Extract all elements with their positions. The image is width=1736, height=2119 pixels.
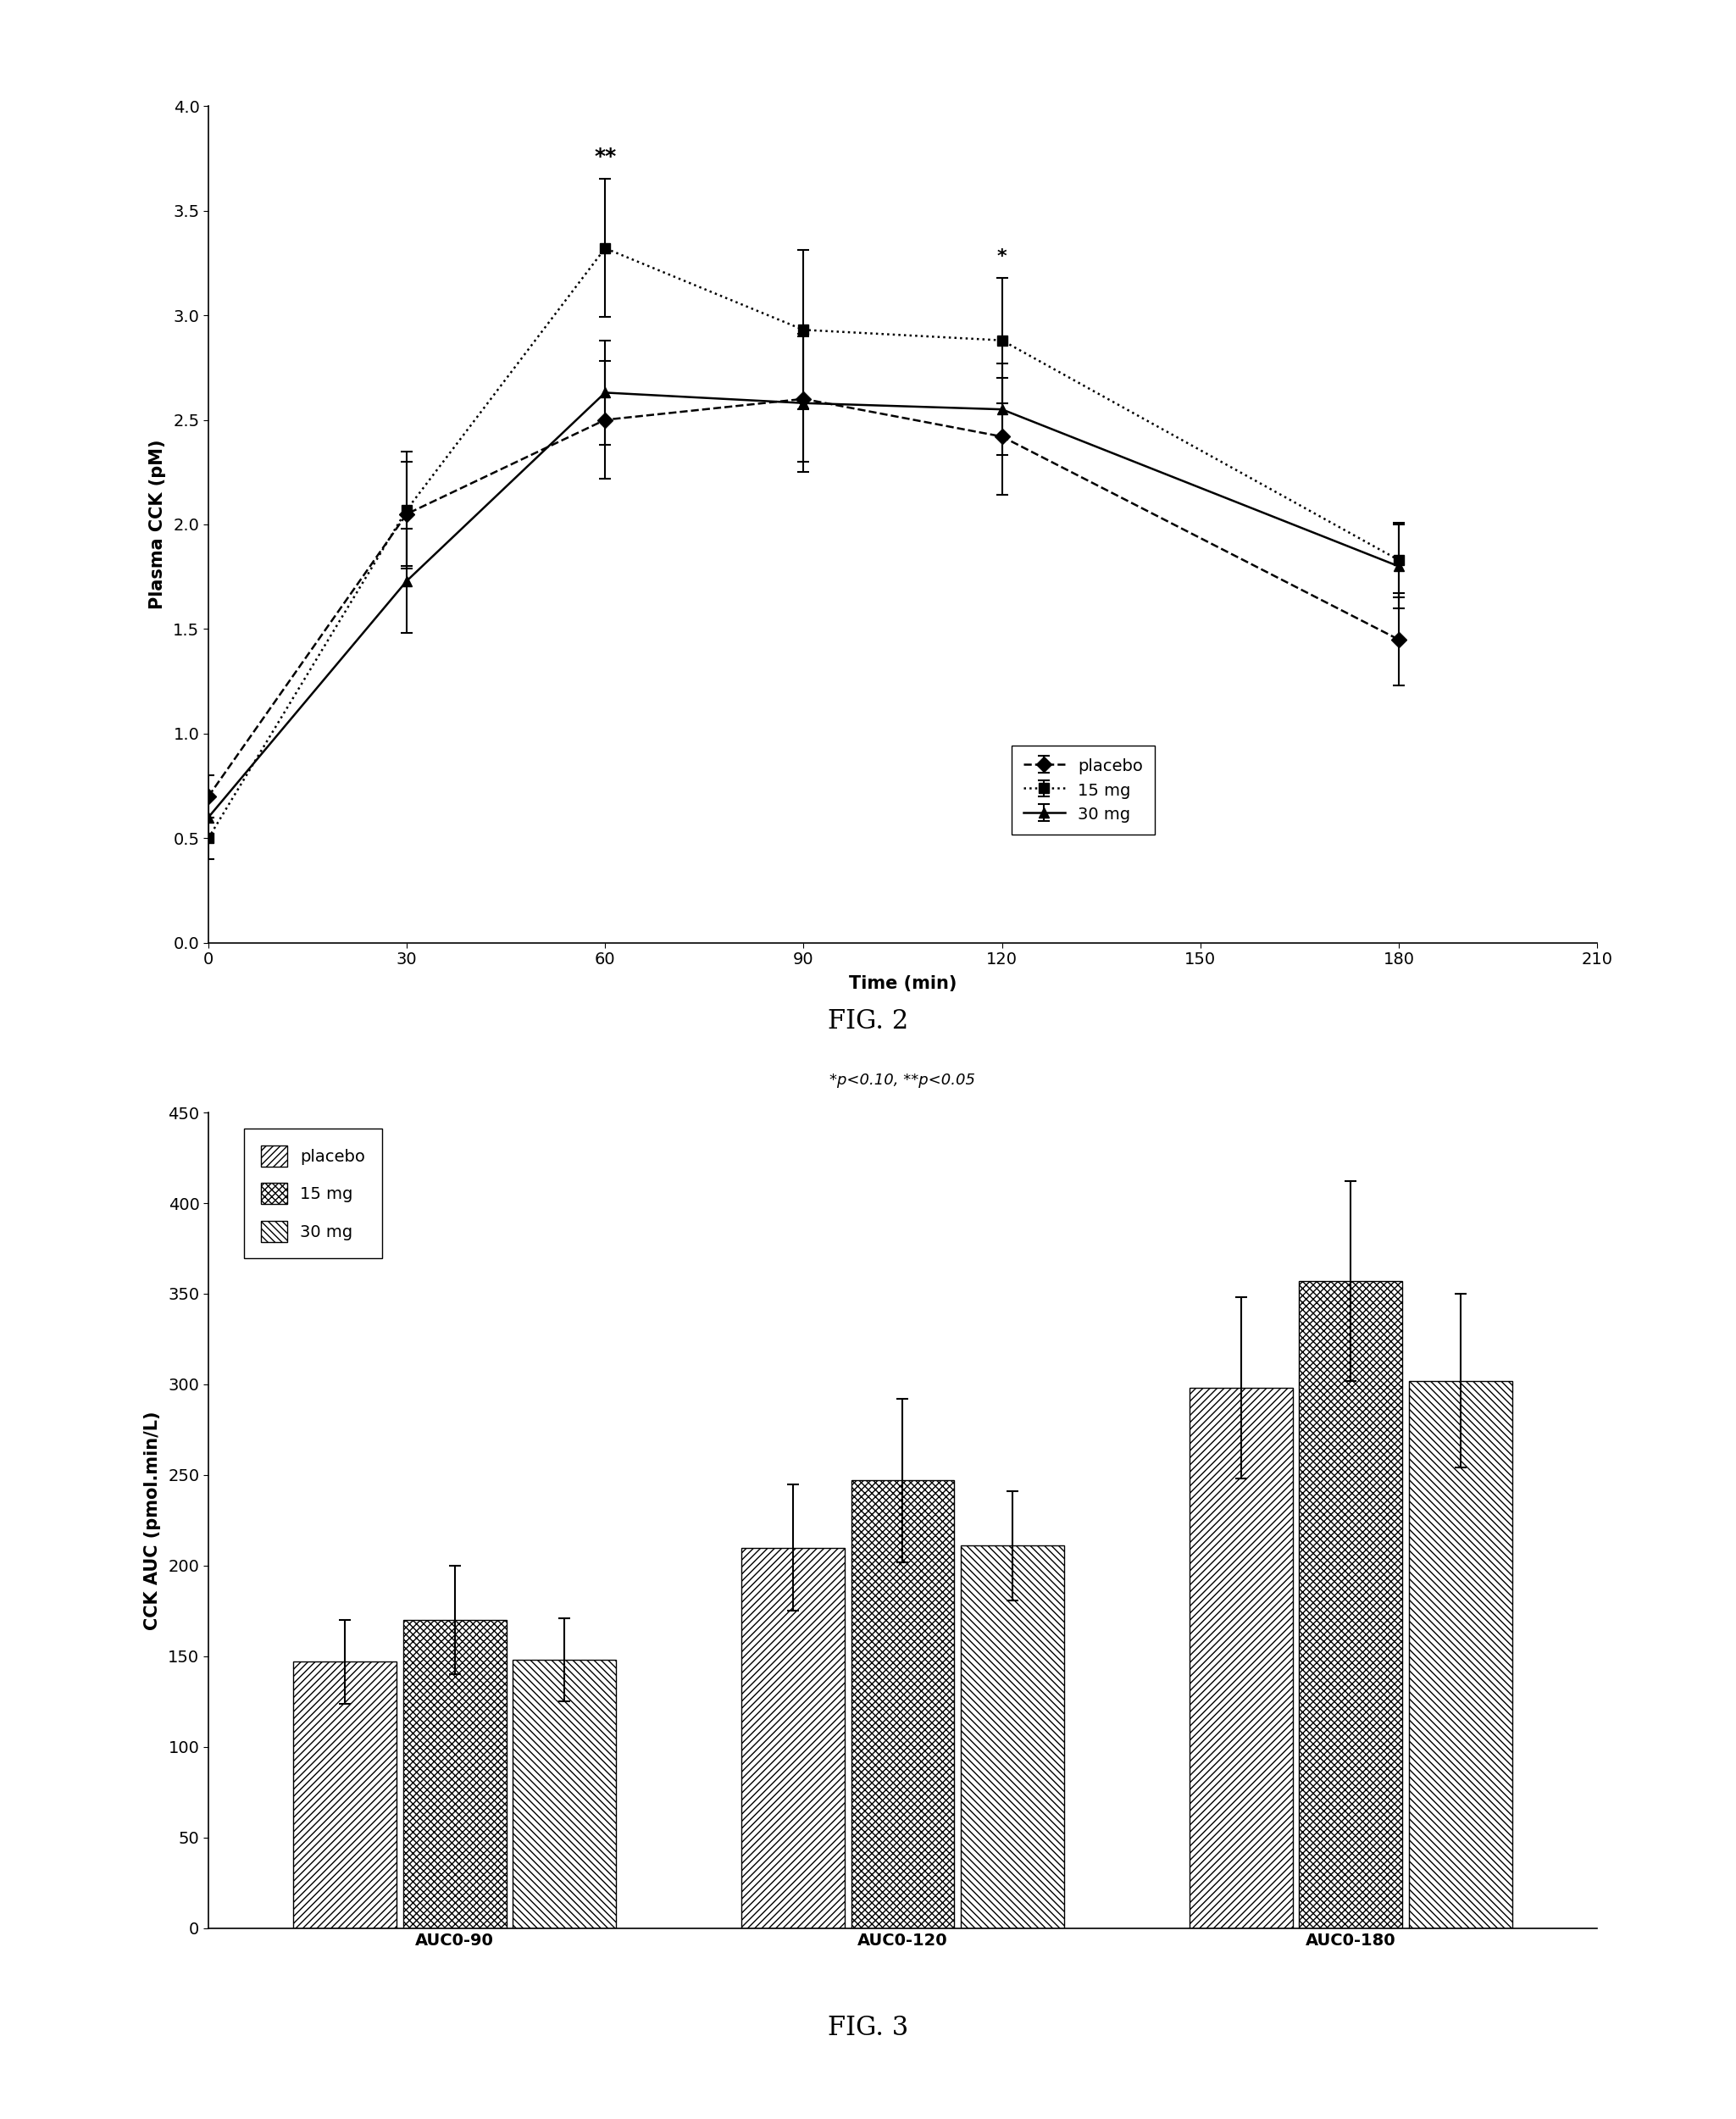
Bar [512,1659,616,1928]
Bar [962,1545,1064,1928]
Bar [403,1621,507,1928]
Bar [293,1661,396,1928]
Legend: placebo, 15 mg, 30 mg: placebo, 15 mg, 30 mg [1012,746,1154,835]
Legend: placebo, 15 mg, 30 mg: placebo, 15 mg, 30 mg [245,1129,382,1259]
Bar [1189,1388,1293,1928]
Y-axis label: Plasma CCK (pM): Plasma CCK (pM) [149,439,167,610]
Text: *p<0.10, **p<0.05: *p<0.10, **p<0.05 [830,1072,976,1087]
Text: FIG. 2: FIG. 2 [828,1009,908,1034]
Text: *: * [996,248,1007,265]
Text: FIG. 3: FIG. 3 [828,2015,908,2041]
Bar [741,1547,844,1928]
X-axis label: Time (min): Time (min) [849,975,957,992]
Bar [851,1481,955,1928]
Y-axis label: CCK AUC (pmol.min/L): CCK AUC (pmol.min/L) [144,1411,161,1630]
Bar [1410,1382,1512,1928]
Bar [1299,1282,1403,1928]
Text: **: ** [594,146,616,167]
